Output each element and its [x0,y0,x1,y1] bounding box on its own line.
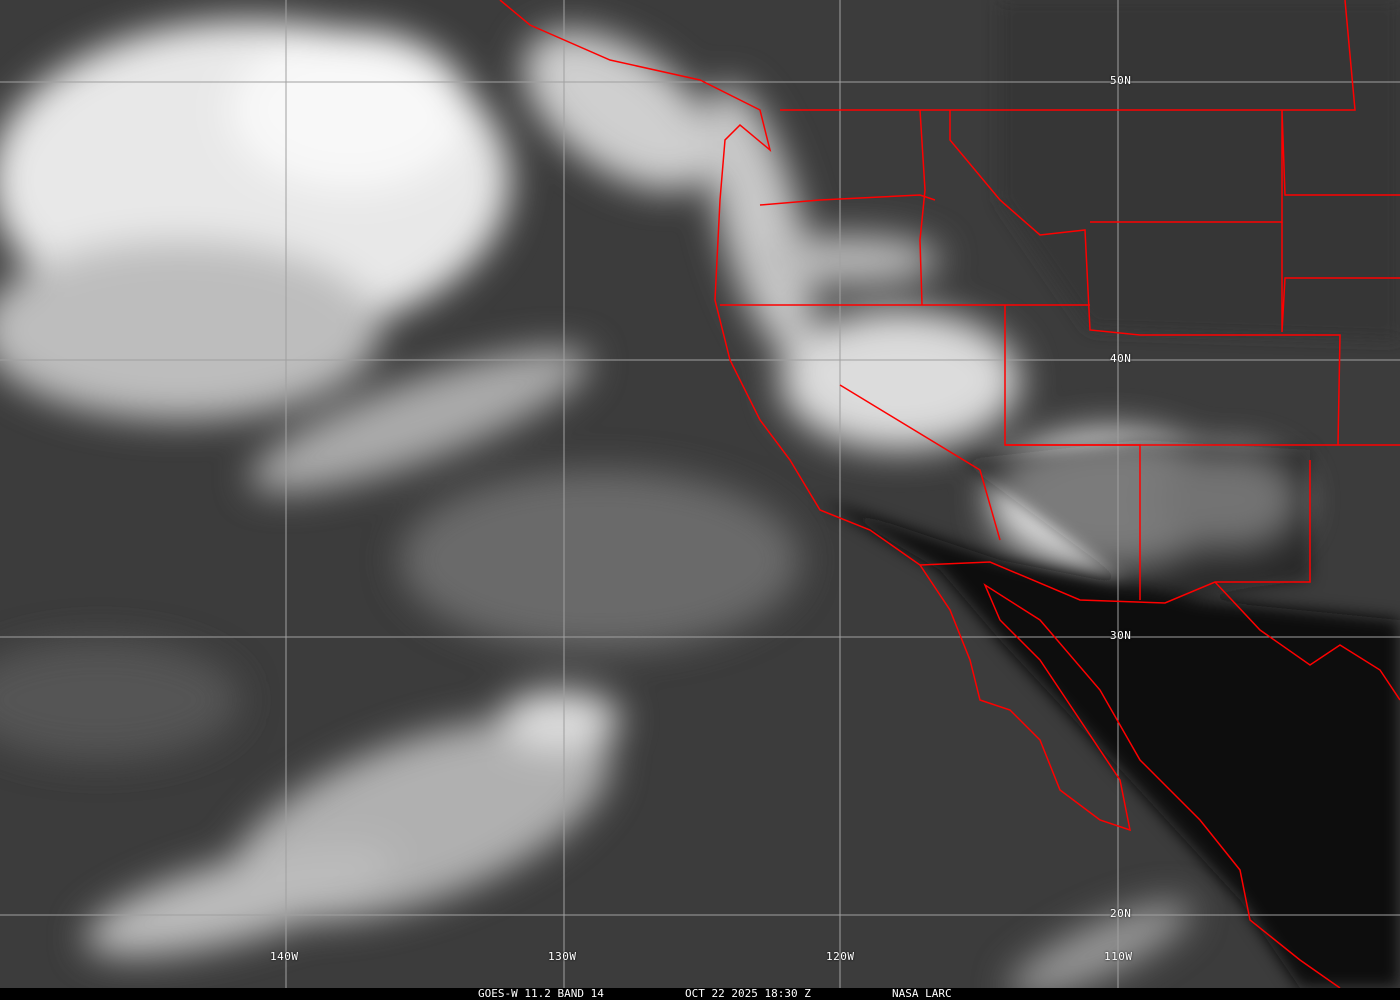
lon-label-120w: 120W [826,950,855,963]
land-dark [820,0,1400,988]
coastline [499,0,1341,988]
caption-bar: GOES-W 11.2 BAND 14 OCT 22 2025 18:30 Z … [0,988,1400,1000]
credit-label: NASA LARC [892,987,952,1000]
product-label: GOES-W 11.2 BAND 14 [478,987,604,1000]
lat-label-20n: 20N [1110,907,1132,920]
lon-label-110w: 110W [1104,950,1133,963]
lon-label-140w: 140W [270,950,299,963]
lat-label-40n: 40N [1110,352,1132,365]
lat-label-50n: 50N [1110,74,1132,87]
lat-label-30n: 30N [1110,629,1132,642]
datetime-label: OCT 22 2025 18:30 Z [685,987,811,1000]
lon-label-130w: 130W [548,950,577,963]
political-boundaries [499,0,1400,988]
